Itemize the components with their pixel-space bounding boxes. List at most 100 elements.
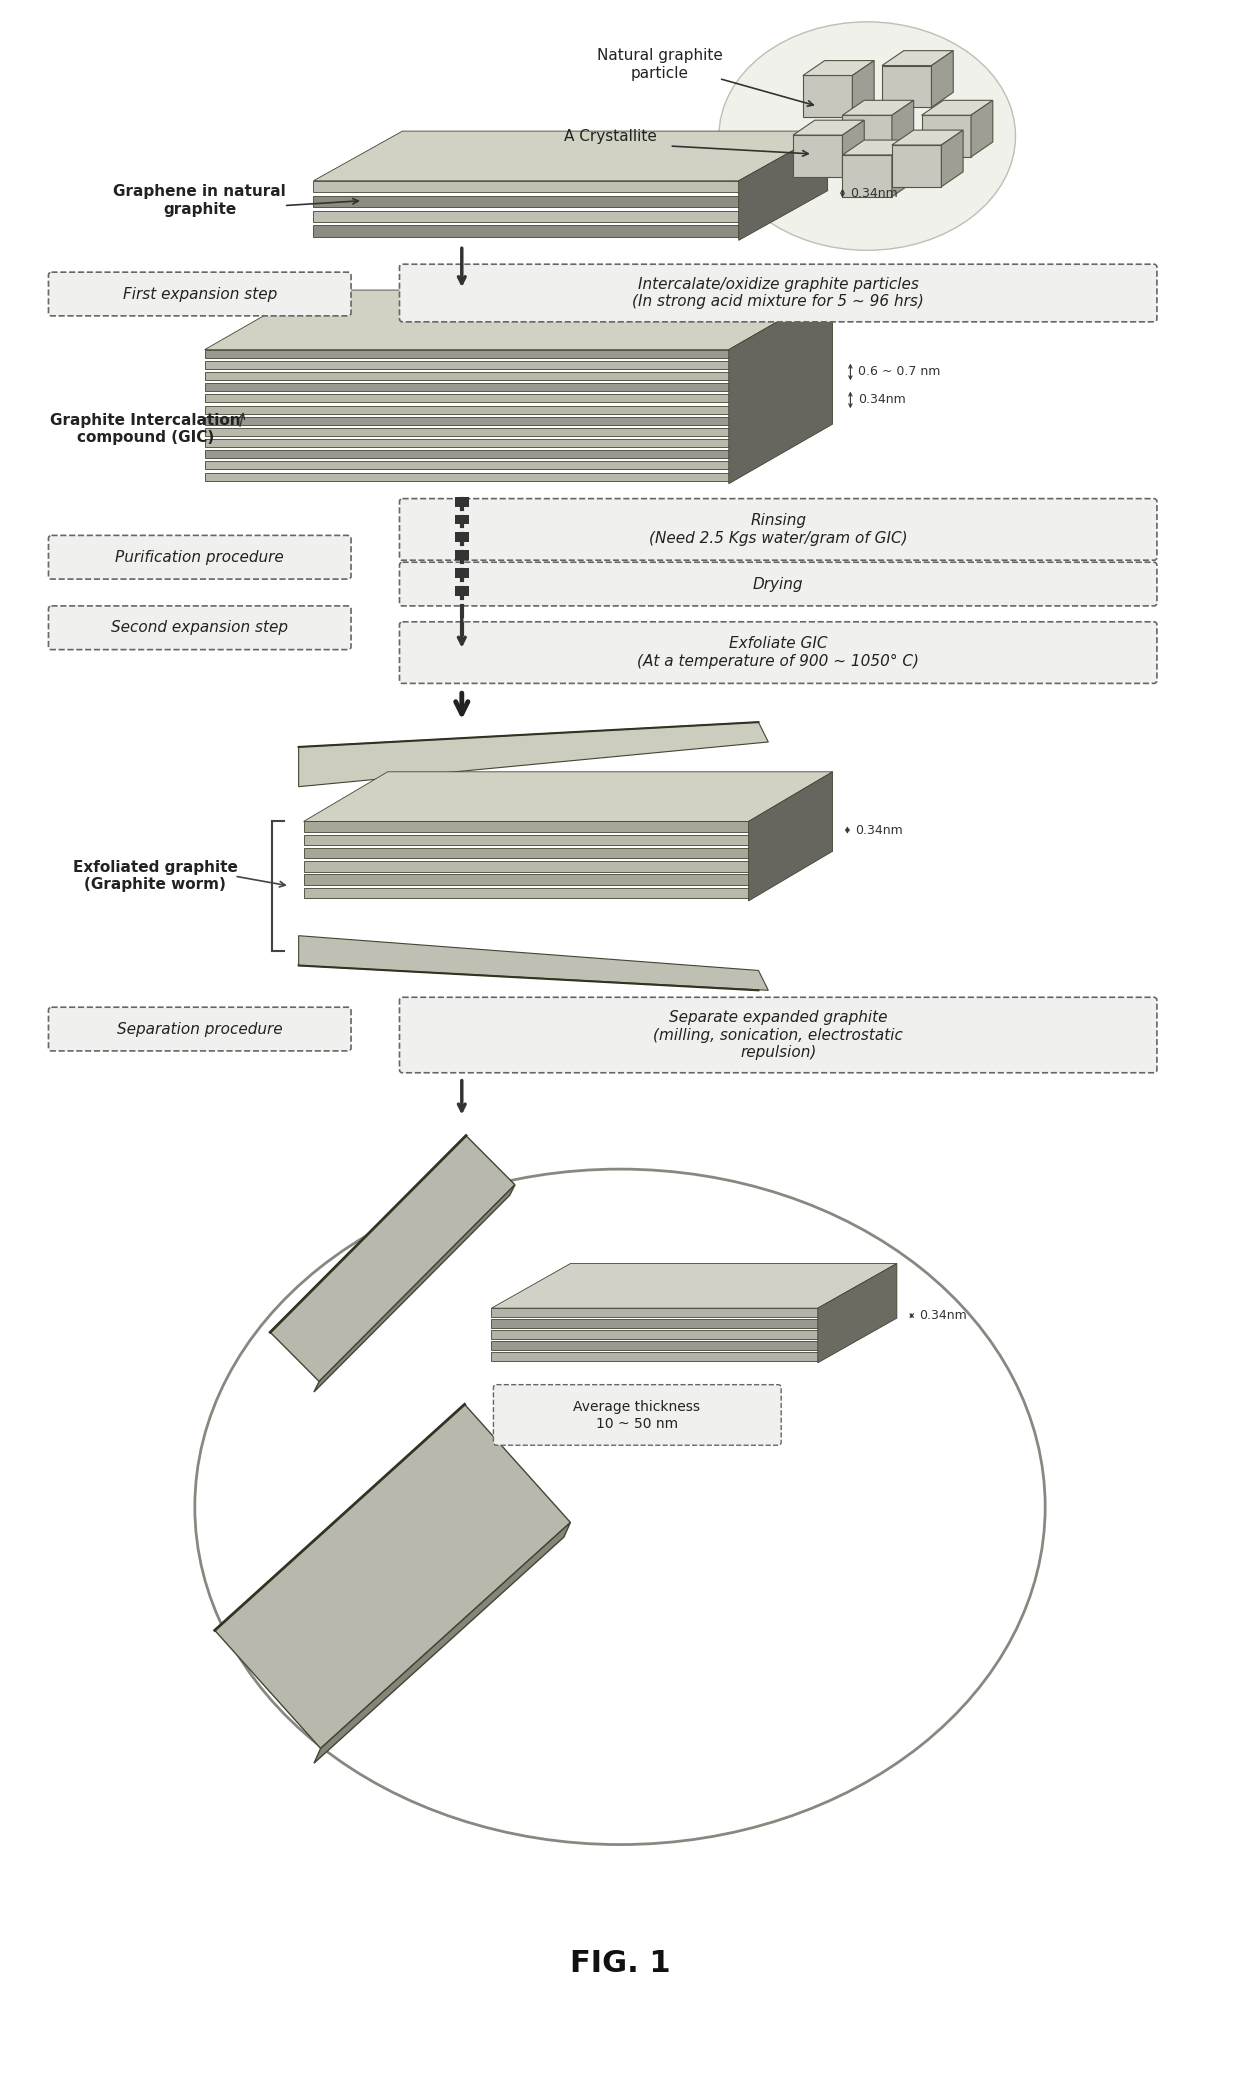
Polygon shape bbox=[314, 195, 739, 208]
Polygon shape bbox=[842, 100, 914, 116]
FancyBboxPatch shape bbox=[48, 606, 351, 649]
Polygon shape bbox=[882, 66, 931, 108]
Polygon shape bbox=[215, 1405, 570, 1749]
Polygon shape bbox=[205, 349, 729, 357]
Polygon shape bbox=[491, 1353, 817, 1361]
Polygon shape bbox=[304, 888, 749, 898]
Polygon shape bbox=[892, 139, 914, 197]
Polygon shape bbox=[304, 822, 749, 832]
Ellipse shape bbox=[195, 1168, 1045, 1845]
Text: Intercalate/oxidize graphite particles
(In strong acid mixture for 5 ~ 96 hrs): Intercalate/oxidize graphite particles (… bbox=[632, 276, 924, 309]
Polygon shape bbox=[491, 1340, 817, 1349]
Polygon shape bbox=[491, 1320, 817, 1328]
Polygon shape bbox=[304, 834, 749, 845]
Polygon shape bbox=[314, 226, 739, 237]
Polygon shape bbox=[304, 772, 832, 822]
Polygon shape bbox=[804, 75, 852, 116]
Text: Drying: Drying bbox=[753, 577, 804, 591]
FancyBboxPatch shape bbox=[48, 1006, 351, 1050]
Ellipse shape bbox=[719, 23, 1016, 251]
Polygon shape bbox=[931, 50, 954, 108]
Polygon shape bbox=[205, 461, 729, 469]
Polygon shape bbox=[729, 290, 832, 483]
Polygon shape bbox=[304, 849, 749, 859]
Polygon shape bbox=[842, 120, 864, 176]
FancyBboxPatch shape bbox=[455, 569, 469, 579]
Text: First expansion step: First expansion step bbox=[123, 286, 277, 301]
Polygon shape bbox=[842, 116, 892, 158]
Text: A Crystallite: A Crystallite bbox=[564, 129, 656, 143]
Polygon shape bbox=[205, 427, 729, 436]
Text: Average thickness
10 ~ 50 nm: Average thickness 10 ~ 50 nm bbox=[573, 1401, 701, 1430]
Text: Separation procedure: Separation procedure bbox=[117, 1021, 283, 1038]
Polygon shape bbox=[921, 100, 993, 116]
Text: Natural graphite
particle: Natural graphite particle bbox=[596, 48, 723, 81]
Polygon shape bbox=[205, 384, 729, 392]
Polygon shape bbox=[842, 156, 892, 197]
Polygon shape bbox=[314, 1185, 515, 1392]
FancyBboxPatch shape bbox=[455, 550, 469, 560]
FancyBboxPatch shape bbox=[399, 998, 1157, 1073]
FancyBboxPatch shape bbox=[399, 498, 1157, 560]
Polygon shape bbox=[892, 131, 963, 145]
Polygon shape bbox=[971, 100, 993, 158]
Text: 0.34nm: 0.34nm bbox=[856, 824, 903, 836]
Polygon shape bbox=[205, 440, 729, 446]
Text: Rinsing
(Need 2.5 Kgs water/gram of GIC): Rinsing (Need 2.5 Kgs water/gram of GIC) bbox=[649, 513, 908, 546]
Polygon shape bbox=[314, 1523, 570, 1764]
Polygon shape bbox=[491, 1330, 817, 1338]
Polygon shape bbox=[304, 861, 749, 872]
Polygon shape bbox=[299, 936, 769, 990]
Polygon shape bbox=[892, 100, 914, 158]
Polygon shape bbox=[941, 131, 963, 187]
Polygon shape bbox=[749, 772, 832, 901]
Polygon shape bbox=[314, 181, 739, 193]
FancyBboxPatch shape bbox=[494, 1384, 781, 1446]
Polygon shape bbox=[299, 722, 769, 786]
FancyBboxPatch shape bbox=[48, 272, 351, 315]
Polygon shape bbox=[739, 131, 827, 241]
Text: Graphene in natural
graphite: Graphene in natural graphite bbox=[113, 185, 286, 218]
Text: 0.6 ~ 0.7 nm: 0.6 ~ 0.7 nm bbox=[858, 365, 941, 378]
Text: Exfoliate GIC
(At a temperature of 900 ~ 1050° C): Exfoliate GIC (At a temperature of 900 ~… bbox=[637, 637, 919, 668]
Polygon shape bbox=[491, 1307, 817, 1318]
Polygon shape bbox=[205, 417, 729, 425]
Polygon shape bbox=[491, 1264, 897, 1307]
Text: 0.34nm: 0.34nm bbox=[851, 187, 898, 199]
Polygon shape bbox=[794, 135, 842, 176]
Polygon shape bbox=[314, 210, 739, 222]
FancyBboxPatch shape bbox=[455, 496, 469, 506]
Polygon shape bbox=[270, 1135, 515, 1382]
Polygon shape bbox=[205, 405, 729, 413]
FancyBboxPatch shape bbox=[399, 562, 1157, 606]
Polygon shape bbox=[804, 60, 874, 75]
Polygon shape bbox=[205, 450, 729, 459]
Polygon shape bbox=[205, 371, 729, 380]
Text: Graphite Intercalation
compound (GIC): Graphite Intercalation compound (GIC) bbox=[50, 413, 241, 446]
Polygon shape bbox=[842, 139, 914, 156]
FancyBboxPatch shape bbox=[455, 585, 469, 596]
Polygon shape bbox=[205, 361, 729, 369]
Text: Exfoliated graphite
(Graphite worm): Exfoliated graphite (Graphite worm) bbox=[73, 859, 238, 892]
Text: Separate expanded graphite
(milling, sonication, electrostatic
repulsion): Separate expanded graphite (milling, son… bbox=[653, 1011, 903, 1060]
Polygon shape bbox=[304, 874, 749, 884]
FancyBboxPatch shape bbox=[48, 535, 351, 579]
Text: Second expansion step: Second expansion step bbox=[112, 620, 288, 635]
Text: Purification procedure: Purification procedure bbox=[115, 550, 284, 564]
Polygon shape bbox=[892, 145, 941, 187]
FancyBboxPatch shape bbox=[399, 622, 1157, 683]
Text: FIG. 1: FIG. 1 bbox=[569, 1948, 671, 1977]
Polygon shape bbox=[852, 60, 874, 116]
Polygon shape bbox=[314, 131, 827, 181]
Polygon shape bbox=[882, 50, 954, 66]
Polygon shape bbox=[817, 1264, 897, 1363]
Polygon shape bbox=[205, 290, 832, 349]
Polygon shape bbox=[794, 120, 864, 135]
Polygon shape bbox=[205, 473, 729, 481]
Text: 0.34nm: 0.34nm bbox=[920, 1309, 967, 1322]
Text: 0.34nm: 0.34nm bbox=[858, 394, 906, 407]
FancyBboxPatch shape bbox=[455, 515, 469, 525]
Polygon shape bbox=[921, 116, 971, 158]
Polygon shape bbox=[205, 394, 729, 403]
FancyBboxPatch shape bbox=[399, 264, 1157, 322]
